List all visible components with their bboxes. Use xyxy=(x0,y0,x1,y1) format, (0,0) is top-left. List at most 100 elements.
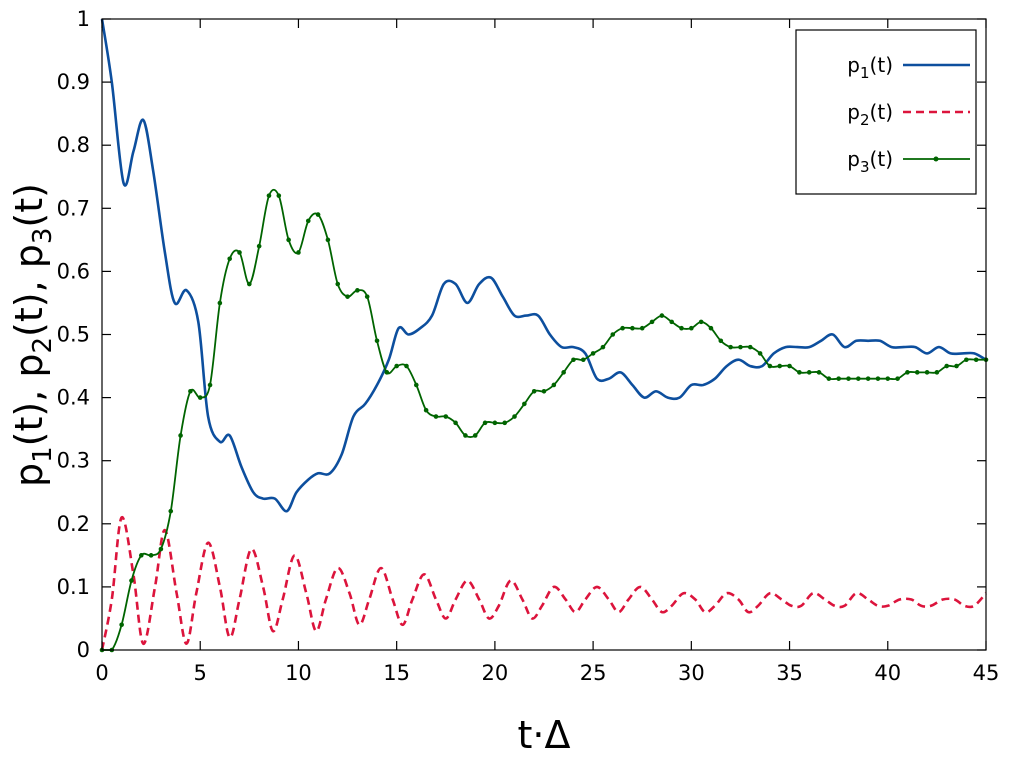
series-point-3 xyxy=(757,351,763,356)
series-point-3 xyxy=(620,325,625,331)
legend-marker-3 xyxy=(933,156,939,162)
y-tick-label: 0.1 xyxy=(57,575,90,599)
legend-label-2: p2(t) xyxy=(847,100,893,129)
x-tick-label: 40 xyxy=(874,661,901,685)
series-point-3 xyxy=(905,370,910,375)
series-point-3 xyxy=(296,250,301,255)
series-point-3 xyxy=(531,388,537,394)
series-point-3 xyxy=(816,370,822,375)
series-point-3 xyxy=(325,237,331,243)
y-tick-label: 0.9 xyxy=(57,70,90,94)
series-point-3 xyxy=(256,243,262,249)
y-axis-title: p1(t), p2(t), p3(t) xyxy=(7,183,58,487)
series-point-3 xyxy=(178,433,183,438)
x-tick-label: 20 xyxy=(482,661,509,685)
series-point-3 xyxy=(964,357,969,363)
series-point-3 xyxy=(345,294,350,299)
series-point-3 xyxy=(738,344,743,350)
series-point-3 xyxy=(551,382,557,388)
series-point-3 xyxy=(973,357,979,363)
x-tick-label: 10 xyxy=(285,661,312,685)
series-point-3 xyxy=(237,250,242,255)
series-point-3 xyxy=(463,433,468,438)
y-tick-label: 1 xyxy=(77,7,90,31)
series-point-3 xyxy=(649,319,655,325)
series-point-3 xyxy=(335,281,341,287)
series-point-3 xyxy=(826,376,832,381)
x-tick-label: 15 xyxy=(383,661,410,685)
y-tick-label: 0 xyxy=(77,638,90,662)
series-point-3 xyxy=(217,300,223,306)
series-point-3 xyxy=(797,370,802,375)
series-point-3 xyxy=(865,376,871,381)
series-point-3 xyxy=(875,376,881,381)
series-point-3 xyxy=(364,294,370,299)
series-point-3 xyxy=(119,622,124,628)
series-point-3 xyxy=(384,370,390,375)
series-point-3 xyxy=(522,401,527,407)
series-point-3 xyxy=(728,344,733,350)
series-point-3 xyxy=(944,363,950,369)
series-point-3 xyxy=(482,420,488,426)
series-point-3 xyxy=(836,376,841,381)
series-point-3 xyxy=(502,420,508,426)
series-point-3 xyxy=(747,344,753,350)
series-point-3 xyxy=(777,363,783,369)
series-point-3 xyxy=(580,357,586,363)
series-point-3 xyxy=(374,338,380,344)
series-point-3 xyxy=(590,351,596,356)
series-point-3 xyxy=(600,344,606,350)
series-point-3 xyxy=(679,325,684,331)
y-tick-label: 0.6 xyxy=(57,259,90,283)
series-point-3 xyxy=(895,376,900,381)
y-tick-label: 0.7 xyxy=(57,196,90,220)
series-point-3 xyxy=(610,332,616,337)
ticks-layer: 0 5 10 15 20 25 30 35 40 45 0 0.1 0.2 0.3 0.4 0.5 0.6 0.7… xyxy=(57,7,1000,685)
series-point-3 xyxy=(689,325,694,331)
series-point-3 xyxy=(414,382,419,388)
x-tick-label: 35 xyxy=(776,661,803,685)
series-point-3 xyxy=(512,414,517,419)
series-point-3 xyxy=(355,288,360,293)
series-point-3 xyxy=(404,363,409,369)
series-point-3 xyxy=(806,370,812,375)
series-point-3 xyxy=(394,363,399,369)
series-point-3 xyxy=(541,388,547,394)
series-point-3 xyxy=(227,256,232,262)
y-tick-label: 0.2 xyxy=(57,512,90,536)
series-point-3 xyxy=(207,382,213,388)
series-point-3 xyxy=(188,388,193,394)
series-point-3 xyxy=(266,193,272,198)
series-point-3 xyxy=(148,553,154,558)
series-point-3 xyxy=(276,193,282,198)
series-point-3 xyxy=(472,433,478,438)
series-point-3 xyxy=(767,363,773,369)
x-axis-title: t·Δ xyxy=(518,713,571,757)
series-point-3 xyxy=(286,237,291,243)
series-point-3 xyxy=(571,357,576,363)
legend-label-1: p1(t) xyxy=(847,53,893,82)
y-tick-label: 0.3 xyxy=(57,449,90,473)
series-layer xyxy=(99,18,989,653)
series-point-3 xyxy=(129,578,134,583)
series-point-3 xyxy=(561,370,566,375)
series-point-3 xyxy=(846,376,851,381)
x-tick-label: 25 xyxy=(580,661,607,685)
series-point-3 xyxy=(158,546,164,552)
series-point-3 xyxy=(639,325,645,331)
series-point-3 xyxy=(443,414,449,419)
y-tick-label: 0.8 xyxy=(57,133,90,157)
y-tick-label: 0.5 xyxy=(57,323,90,347)
x-tick-label: 30 xyxy=(678,661,705,685)
series-point-3 xyxy=(787,363,792,369)
series-point-3 xyxy=(168,508,174,514)
series-point-3 xyxy=(305,218,311,224)
series-point-3 xyxy=(708,325,714,331)
series-point-3 xyxy=(914,370,920,375)
series-point-3 xyxy=(659,313,665,318)
series-line-2 xyxy=(100,516,987,651)
x-tick-label: 5 xyxy=(194,661,207,685)
series-point-3 xyxy=(885,376,891,381)
series-point-3 xyxy=(197,395,203,400)
